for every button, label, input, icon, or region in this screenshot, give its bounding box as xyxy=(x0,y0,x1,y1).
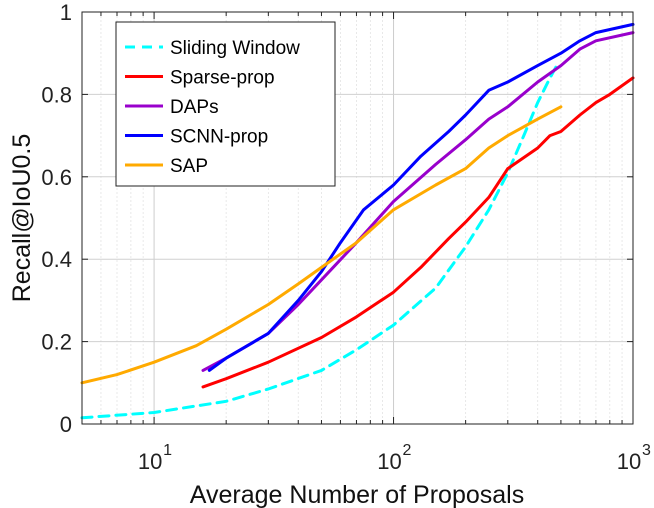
legend: Sliding Window Sparse-prop DAPs SCNN-prop SA… xyxy=(115,21,336,187)
x-tick-label: 10 3 xyxy=(617,442,651,474)
y-tick-label: 0.4 xyxy=(41,247,72,272)
legend-label-sap: SAP xyxy=(170,156,208,177)
legend-label-scnn-prop: SCNN-prop xyxy=(170,127,268,148)
x-tick-label-base: 10 xyxy=(377,449,401,474)
y-tick-label: 0.8 xyxy=(41,82,72,107)
data-series xyxy=(80,22,635,420)
x-tick-label: 10 1 xyxy=(138,442,172,474)
x-tick-label-exponent: 2 xyxy=(403,442,412,459)
legend-label-daps: DAPs xyxy=(170,97,219,118)
plot-frame xyxy=(81,11,634,425)
y-tick-label: 0.6 xyxy=(41,165,72,190)
legend-label-sliding-window: Sliding Window xyxy=(170,38,300,59)
x-tick-labels: 10 1 10 2 10 3 xyxy=(138,442,651,474)
x-tick-label-exponent: 3 xyxy=(642,442,651,459)
legend-box xyxy=(115,21,336,187)
series-line-sap xyxy=(80,105,563,385)
x-tick-label: 10 2 xyxy=(377,442,411,474)
series-line-scnn-prop xyxy=(207,22,635,372)
x-axis-label: Average Number of Proposals xyxy=(190,481,524,508)
x-tick-label-exponent: 1 xyxy=(163,442,172,459)
series-line-sliding-window xyxy=(80,64,559,420)
y-axis-label: Recall@IoU0.5 xyxy=(8,134,36,303)
legend-label-sparse-prop: Sparse-prop xyxy=(170,68,275,89)
y-tick-label: 1 xyxy=(60,0,72,25)
x-tick-label-base: 10 xyxy=(138,449,162,474)
y-tick-label: 0.2 xyxy=(41,330,72,355)
x-tick-label-base: 10 xyxy=(617,449,641,474)
y-tick-label: 0 xyxy=(60,412,72,437)
y-tick-labels: 0 0.2 0.4 0.6 0.8 1 xyxy=(41,0,72,437)
series-line-sparse-prop xyxy=(201,76,635,389)
tick-marks xyxy=(81,11,634,425)
